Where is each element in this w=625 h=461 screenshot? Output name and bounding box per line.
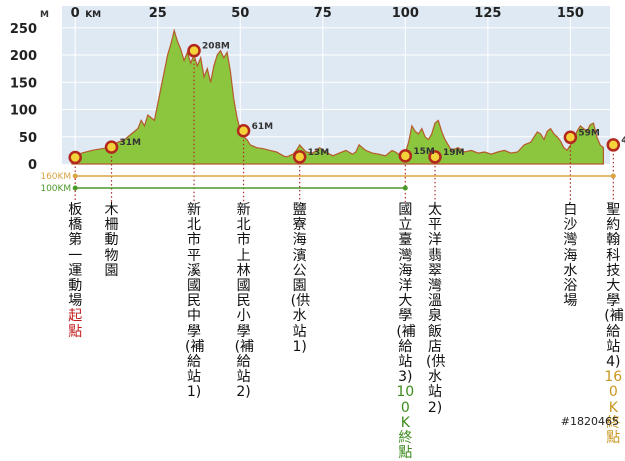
station-name: 木柵動物園 bbox=[103, 202, 121, 279]
station-guide-lines bbox=[74, 55, 614, 202]
elevation-label: 31M bbox=[120, 138, 142, 148]
station-name: 國立臺灣海洋大學(補給站3)100K終點 bbox=[396, 202, 416, 461]
y-tick-label: 100 bbox=[10, 104, 37, 119]
x-unit-label: KM bbox=[85, 10, 101, 20]
route-lines: 160KM 100KM bbox=[40, 172, 616, 194]
x-tick-label: 50 bbox=[231, 6, 249, 21]
station-name: 鹽寮海濱公園(供水站1) bbox=[290, 202, 311, 355]
station-marker bbox=[398, 149, 413, 163]
x-tick-label: 75 bbox=[314, 6, 332, 21]
station-suffix: 100K終點 bbox=[396, 384, 415, 461]
station-marker bbox=[68, 150, 82, 165]
route-start-dot bbox=[72, 173, 78, 179]
station-name-text: 新北市平溪國民中學(補給站1) bbox=[185, 202, 205, 401]
station-name: 白沙灣海水浴場 bbox=[561, 202, 579, 310]
station-suffix: 160K終點 bbox=[604, 369, 623, 447]
x-tick-label: 0 bbox=[71, 6, 80, 21]
x-tick-label: 150 bbox=[557, 6, 584, 21]
elevation-profile-area bbox=[71, 28, 605, 165]
elevation-label: 19M bbox=[443, 148, 465, 158]
elevation-label: 15M bbox=[413, 147, 435, 157]
station-name-text: 板橋第一運動場 bbox=[68, 202, 83, 310]
y-tick-label: 200 bbox=[10, 49, 37, 64]
x-tick-label: 25 bbox=[149, 6, 167, 21]
x-tick-label: 100 bbox=[392, 6, 419, 21]
station-marker bbox=[428, 150, 442, 164]
y-tick-label: 250 bbox=[10, 22, 37, 37]
route-start-dot bbox=[72, 185, 78, 191]
station-marker bbox=[563, 130, 578, 145]
elevation-labels: 31M 208M 61M 13M 15M 19M 59M 44M bbox=[120, 42, 625, 158]
route-end-dot bbox=[610, 173, 616, 179]
route-label: 160KM bbox=[40, 172, 71, 182]
y-axis: M 0 50 100 150 200 250 bbox=[10, 10, 49, 173]
station-name-text: 聖約翰科技大學(補給站4) bbox=[604, 202, 624, 371]
station-name: 板橋第一運動場起點 bbox=[66, 202, 84, 340]
station-markers bbox=[68, 43, 621, 165]
elevation-label: 59M bbox=[578, 128, 600, 138]
elevation-label: 61M bbox=[252, 122, 274, 132]
elevation-chart: 31M 208M 61M 13M 15M 19M 59M 44M M 0 50 100 150 200… bbox=[10, 6, 625, 202]
station-name: 太平洋翡翠灣溫泉飯店(供水站2) bbox=[426, 202, 446, 416]
route-label: 100KM bbox=[40, 184, 71, 194]
station-name: 新北市上林國民小學(補給站2) bbox=[234, 202, 255, 401]
station-marker bbox=[292, 150, 307, 164]
y-tick-label: 0 bbox=[28, 158, 37, 173]
y-tick-label: 50 bbox=[19, 131, 37, 146]
station-marker bbox=[606, 138, 621, 152]
grid bbox=[62, 6, 610, 164]
station-name-text: 國立臺灣海洋大學(補給站3) bbox=[396, 202, 416, 386]
elevation-label: 208M bbox=[202, 42, 230, 52]
station-name-text: 白沙灣海水浴場 bbox=[563, 202, 578, 310]
x-tick-label: 125 bbox=[474, 6, 501, 21]
y-unit-label: M bbox=[40, 10, 49, 20]
watermark: #1820465 bbox=[560, 415, 619, 428]
station-marker bbox=[104, 140, 119, 154]
station-name: 新北市平溪國民中學(補給站1) bbox=[185, 202, 205, 401]
route-end-dot bbox=[402, 185, 408, 191]
x-axis: 0 KM 25 50 75 100 125 150 bbox=[71, 6, 584, 21]
station-name-text: 太平洋翡翠灣溫泉飯店(供水站2) bbox=[426, 202, 446, 416]
station-name-text: 新北市上林國民小學(補給站2) bbox=[234, 202, 255, 401]
elevation-label: 13M bbox=[308, 148, 330, 158]
elevation-label: 44M bbox=[621, 136, 625, 146]
station-name-text: 木柵動物園 bbox=[104, 202, 119, 279]
station-marker bbox=[236, 124, 251, 138]
y-tick-label: 150 bbox=[10, 76, 37, 91]
station-suffix: 起點 bbox=[68, 308, 83, 340]
station-name: 聖約翰科技大學(補給站4)160K終點 bbox=[604, 202, 624, 447]
station-name-text: 鹽寮海濱公園(供水站1) bbox=[290, 202, 311, 355]
station-marker bbox=[187, 43, 201, 58]
